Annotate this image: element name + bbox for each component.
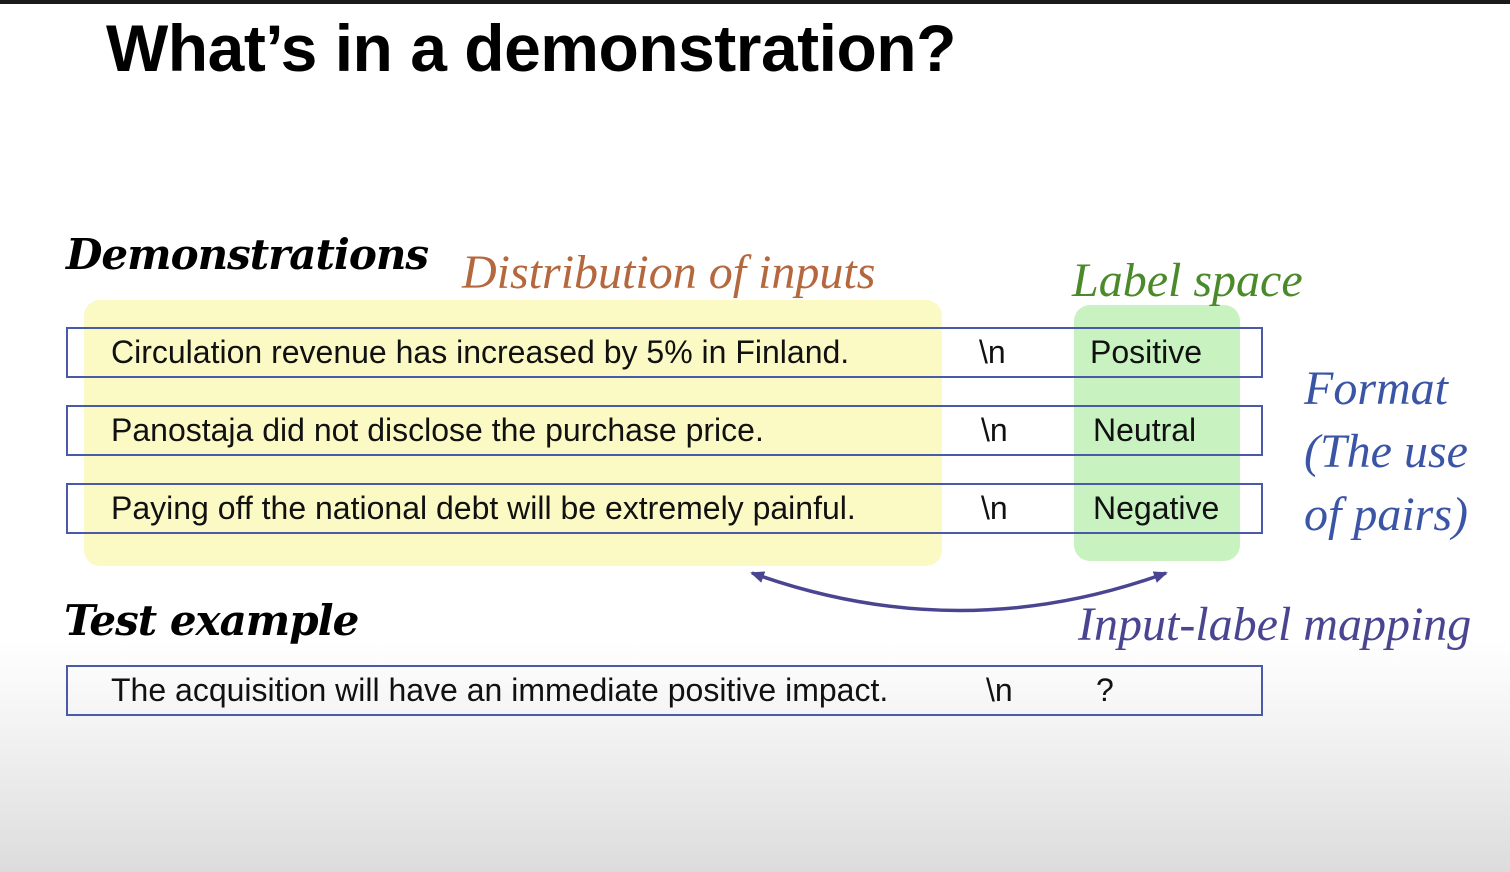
test-example-input: The acquisition will have an immediate p… bbox=[111, 672, 889, 708]
test-example-heading: Test example bbox=[64, 596, 359, 645]
label-space-highlight bbox=[1074, 305, 1240, 561]
demonstration-row-3 bbox=[66, 483, 1263, 534]
demonstration-label-2: Neutral bbox=[1093, 412, 1197, 448]
demonstrations-heading: Demonstrations bbox=[66, 230, 429, 279]
test-example-row bbox=[66, 665, 1263, 716]
demonstration-row-2 bbox=[66, 405, 1263, 456]
test-example-label: ? bbox=[1096, 672, 1114, 708]
input-distribution-highlight bbox=[84, 300, 942, 566]
demonstration-input-3: Paying off the national debt will be ext… bbox=[111, 490, 856, 526]
format-label-line-2: (The use bbox=[1304, 425, 1468, 478]
distribution-of-inputs-label: Distribution of inputs bbox=[462, 246, 876, 299]
label-space-label: Label space bbox=[1072, 254, 1303, 307]
input-label-mapping-label: Input-label mapping bbox=[1078, 598, 1472, 651]
demonstration-input-1: Circulation revenue has increased by 5% … bbox=[111, 334, 850, 370]
test-example-separator: \n bbox=[986, 672, 1013, 708]
demonstration-separator-3: \n bbox=[981, 490, 1008, 526]
demonstration-separator-1: \n bbox=[979, 334, 1006, 370]
demonstration-input-2: Panostaja did not disclose the purchase … bbox=[111, 412, 764, 448]
format-label-line-3: of pairs) bbox=[1304, 488, 1469, 541]
demonstration-row-1 bbox=[66, 327, 1263, 378]
slide-title: What’s in a demonstration? bbox=[106, 11, 956, 85]
demonstration-label-1: Positive bbox=[1090, 334, 1203, 370]
top-border-bar bbox=[0, 0, 1510, 4]
demonstration-separator-2: \n bbox=[981, 412, 1008, 448]
format-label-line-1: Format bbox=[1304, 362, 1448, 415]
demonstration-label-3: Negative bbox=[1093, 490, 1220, 526]
